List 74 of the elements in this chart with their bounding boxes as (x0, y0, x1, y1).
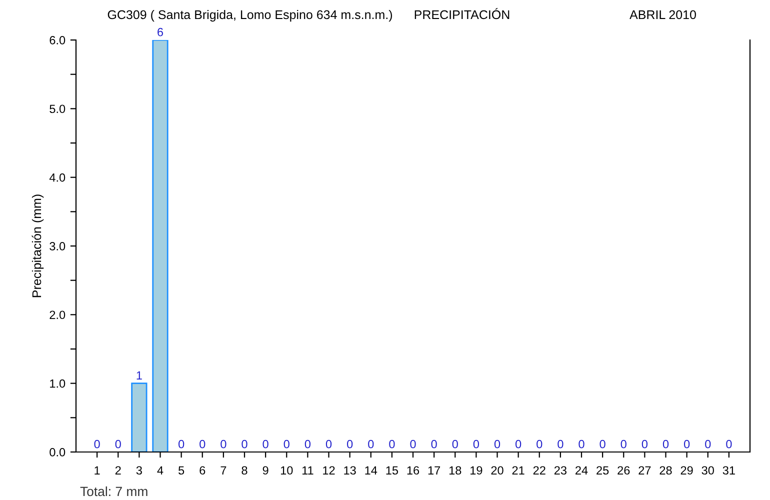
x-tick-label: 26 (618, 466, 630, 475)
text: ABRIL 2010 (630, 10, 696, 20)
data-label: 0 (452, 440, 458, 448)
data-label: 0 (242, 440, 248, 448)
data-label: 0 (94, 440, 100, 448)
y-tick-label: 1.0 (50, 379, 66, 388)
data-label: 0 (389, 440, 395, 448)
data-label: 0 (558, 440, 564, 448)
x-tick-label: 6 (200, 466, 206, 475)
y-tick-label: 6.0 (50, 36, 66, 44)
x-tick-label: 29 (680, 466, 693, 475)
data-label: 0 (705, 440, 711, 448)
x-tick-label: 11 (302, 466, 314, 474)
x-tick-label: 19 (470, 466, 482, 475)
data-label: 0 (642, 440, 648, 448)
data-label: 0 (115, 440, 121, 448)
text: Total: 7 mm (80, 486, 148, 496)
data-label: 0 (662, 440, 669, 448)
x-tick-label: 8 (242, 466, 248, 475)
data-label: 0 (368, 440, 374, 448)
y-axis-title: Precipitación (mm) (32, 194, 44, 298)
data-label: 0 (431, 440, 437, 448)
x-tick-label: 12 (323, 466, 335, 474)
data-label: 0 (494, 440, 500, 448)
x-tick-label: 22 (533, 466, 546, 474)
chart-subtitle: PRECIPITACIÓN (414, 8, 510, 20)
x-tick-label: 2 (115, 466, 121, 474)
data-label: 0 (726, 440, 732, 448)
data-label: 0 (200, 440, 206, 448)
x-tick-label: 23 (554, 466, 566, 475)
y-tick-label: 4.0 (49, 173, 66, 182)
x-tick-label: 30 (702, 466, 714, 475)
data-label: 0 (515, 440, 522, 448)
data-label: 0 (600, 440, 606, 448)
data-label: 0 (473, 440, 480, 448)
x-tick-label: 13 (344, 466, 356, 475)
data-label: 0 (220, 440, 226, 448)
x-tick-label: 28 (660, 466, 672, 475)
x-tick-label: 21 (512, 466, 524, 474)
x-tick-label: 4 (157, 466, 164, 474)
data-label: 0 (346, 440, 353, 448)
x-tick-label: 24 (576, 466, 588, 474)
data-label: 0 (536, 440, 542, 448)
y-tick-label: 3.0 (50, 242, 66, 250)
x-tick-label: 15 (386, 466, 398, 475)
x-tick-label: 7 (220, 466, 226, 474)
data-label: 0 (284, 440, 290, 448)
data-label: 1 (136, 371, 142, 380)
data-label: 0 (326, 440, 332, 448)
x-tick-label: 5 (178, 466, 184, 475)
x-tick-label: 1 (94, 466, 100, 474)
x-tick-label: 18 (449, 466, 462, 475)
x-tick-label: 25 (596, 466, 609, 475)
data-label: 0 (578, 440, 584, 448)
y-tick-label: 5.0 (50, 104, 66, 114)
y-tick-label: 0.0 (50, 448, 66, 456)
data-label: 0 (178, 440, 184, 448)
chart-title: GC309 ( Santa Brigida, Lomo Espino 634 m.s.n.m.) (108, 10, 392, 22)
data-label: 0 (262, 440, 268, 448)
x-tick-label: 17 (428, 466, 440, 474)
x-tick-label: 3 (136, 466, 142, 475)
x-tick-label: 10 (280, 466, 293, 475)
data-label: 0 (304, 440, 311, 448)
x-tick-label: 14 (365, 466, 378, 474)
x-tick-label: 27 (638, 466, 651, 474)
data-label: 6 (158, 28, 164, 36)
data-label: 0 (410, 440, 416, 448)
x-tick-label: 31 (722, 466, 735, 475)
data-label: 0 (620, 440, 626, 448)
x-tick-label: 20 (491, 466, 504, 475)
x-tick-label: 9 (262, 466, 268, 475)
data-label: 0 (684, 440, 690, 448)
y-tick-label: 2.0 (50, 310, 66, 320)
x-tick-label: 16 (407, 466, 420, 475)
